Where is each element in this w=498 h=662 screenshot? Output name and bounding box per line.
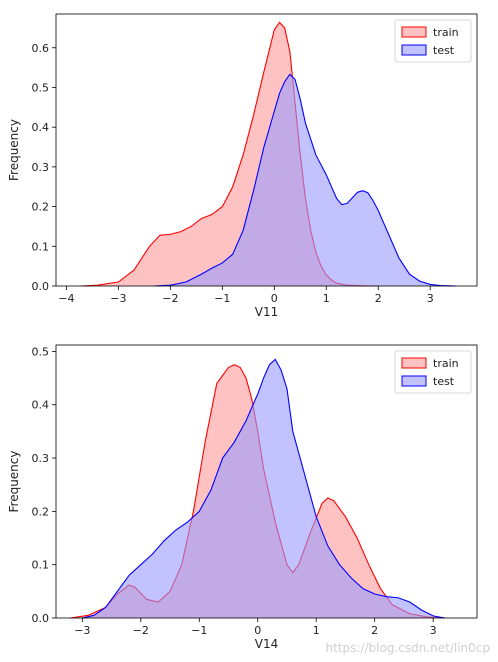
y-tick-label: 0.1: [32, 240, 50, 253]
chart-panel-2: 0.0 0.1 0.2 0.3 0.4 0.5 −3 −2 −1 0 1 2 3 V14 Frequency…: [7, 344, 478, 651]
y-axis-label: Frequency: [7, 119, 21, 181]
y-tick-label: 0.5: [32, 81, 50, 94]
x-tick-label: −1: [191, 624, 207, 637]
y-tick-label: 0.5: [32, 345, 50, 358]
x-axis-label: V14: [255, 637, 278, 651]
y-tick-label: 0.0: [32, 280, 50, 293]
series-line-test: [154, 73, 457, 287]
legend-label-test: test: [433, 375, 455, 388]
x-tick-label: 3: [427, 292, 434, 305]
watermark-text: https://blog.csdn.net/lin0cp: [326, 641, 490, 655]
legend-swatch-train: [401, 26, 427, 38]
chart-panel-1: 0.0 0.1 0.2 0.3 0.4 0.5 0.6 −4 −3 −2 −1 0 1 2 3 V11 Freq…: [7, 13, 478, 319]
x-tick-label: 1: [323, 292, 330, 305]
x-tick-label: −1: [214, 292, 230, 305]
legend-swatch-train: [401, 357, 427, 369]
x-tick-label: −3: [74, 624, 90, 637]
legend-swatch-test: [401, 44, 427, 56]
x-tick-label: 2: [375, 292, 382, 305]
y-axis-label: Frequency: [7, 451, 21, 513]
y-tick-label: 0.3: [32, 452, 50, 465]
series-line-test: [82, 358, 445, 619]
plot-frame: [55, 13, 478, 287]
y-tick-label: 0.4: [32, 121, 50, 134]
legend-label-train: train: [433, 26, 459, 39]
x-tick-label: 0: [271, 292, 278, 305]
y-tick-label: 0.3: [32, 161, 50, 174]
legend-label-test: test: [433, 44, 455, 57]
x-tick-label: 3: [430, 624, 437, 637]
legend: train test: [394, 350, 472, 394]
x-tick-label: −3: [110, 292, 126, 305]
x-tick-label: 2: [371, 624, 378, 637]
legend-swatch-test: [401, 375, 427, 387]
x-tick-label: 1: [313, 624, 320, 637]
y-tick-label: 0.1: [32, 559, 50, 572]
x-tick-label: −2: [133, 624, 149, 637]
series-area-test: [154, 74, 457, 286]
series-area-test: [82, 359, 445, 618]
legend: train test: [394, 19, 472, 63]
y-tick-label: 0.4: [32, 399, 50, 412]
plot-frame: [55, 344, 478, 619]
y-tick-label: 0.6: [32, 42, 50, 55]
x-axis-label: V11: [255, 305, 278, 319]
y-tick-label: 0.2: [32, 505, 50, 518]
x-tick-label: −4: [58, 292, 74, 305]
y-tick-label: 0.0: [32, 612, 50, 625]
x-tick-label: −2: [162, 292, 178, 305]
y-tick-label: 0.2: [32, 201, 50, 214]
legend-label-train: train: [433, 357, 459, 370]
x-tick-label: 0: [254, 624, 261, 637]
